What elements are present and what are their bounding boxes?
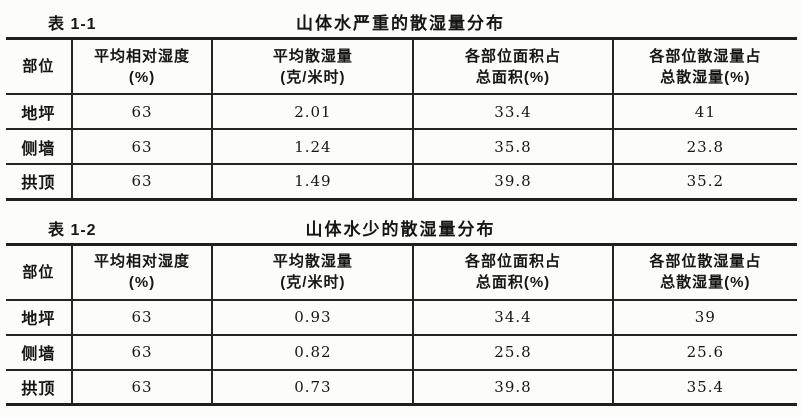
cell-area-pct: 39.8 (412, 368, 614, 406)
cell-part: 地坪 (6, 298, 73, 336)
table-1-2: 部位 平均相对湿度 (%) 平均散湿量 (克/米时) 各部位面积占 总面积(%) (6, 242, 797, 406)
header-row: 部位 平均相对湿度 (%) 平均散湿量 (克/米时) 各部位面积占 总面积(%) (6, 243, 797, 301)
cell-humidity: 63 (70, 298, 214, 336)
column-header-area-line2: 总面积(%) (475, 68, 551, 86)
cell-part: 地坪 (6, 93, 73, 130)
cell-rate: 0.73 (211, 368, 415, 406)
column-header-humidity-line1: 平均相对湿度 (94, 47, 191, 65)
cell-moisture-pct: 23.8 (611, 128, 797, 165)
table-1-2-section: 表 1-2 山体水少的散湿量分布 部位 平均相对湿度 (%) 平均散湿量 (0, 214, 801, 406)
column-header-rate-line2: (克/米时) (280, 68, 346, 86)
table-1-2-caption: 表 1-2 山体水少的散湿量分布 (0, 214, 801, 239)
cell-area-pct: 25.8 (412, 333, 614, 371)
column-header-area-line1: 各部位面积占 (465, 253, 562, 270)
cell-area-pct: 34.4 (412, 298, 614, 336)
cell-area-pct: 33.4 (412, 93, 614, 130)
cell-humidity: 63 (70, 333, 214, 371)
column-header-rate-line1: 平均散湿量 (272, 253, 353, 270)
cell-part: 拱顶 (6, 163, 73, 200)
table-row-arch: 拱顶 63 0.73 39.8 35.4 (6, 368, 797, 406)
column-header-rate-line1: 平均散湿量 (272, 47, 353, 65)
cell-moisture-pct: 35.4 (611, 368, 797, 406)
column-header-part-label: 部位 (22, 58, 55, 75)
column-header-moisture-line2: 总散湿量(%) (660, 68, 751, 86)
header-row: 部位 平均相对湿度 (%) 平均散湿量 (克/米时) 各部位面积占 总面积(%) (6, 37, 797, 95)
column-header-area-line2: 总面积(%) (475, 274, 551, 291)
table-1-1-caption: 表 1-1 山体水严重的散湿量分布 (0, 8, 801, 33)
column-header-rate-line2: (克/米时) (280, 274, 346, 291)
column-header-humidity-line1: 平均相对湿度 (94, 253, 191, 270)
cell-humidity: 63 (70, 368, 214, 406)
cell-part: 侧墙 (6, 333, 73, 371)
column-header-area: 各部位面积占 总面积(%) (412, 243, 614, 301)
table-row-floor: 地坪 63 0.93 34.4 39 (6, 298, 797, 336)
cell-area-pct: 35.8 (412, 128, 614, 165)
column-header-moisture: 各部位散湿量占 总散湿量(%) (611, 37, 797, 95)
table-1-2-label: 表 1-2 (48, 221, 97, 239)
cell-part: 侧墙 (6, 128, 73, 165)
column-header-moisture-line1: 各部位散湿量占 (649, 47, 762, 65)
column-header-area: 各部位面积占 总面积(%) (412, 37, 614, 95)
table-1-1: 部位 平均相对湿度 (%) 平均散湿量 (克/米时) 各部位面积占 总面积(%) (6, 37, 797, 201)
cell-part: 拱顶 (6, 368, 73, 406)
cell-moisture-pct: 41 (611, 93, 797, 130)
column-header-humidity-line2: (%) (128, 68, 156, 86)
table-1-2-header: 部位 平均相对湿度 (%) 平均散湿量 (克/米时) 各部位面积占 总面积(%) (6, 243, 797, 301)
column-header-rate: 平均散湿量 (克/米时) (211, 37, 415, 95)
column-header-humidity: 平均相对湿度 (%) (70, 243, 214, 301)
cell-moisture-pct: 39 (611, 298, 797, 336)
column-header-part-label: 部位 (22, 263, 55, 281)
cell-humidity: 63 (70, 128, 214, 165)
cell-rate: 0.93 (211, 298, 415, 336)
table-1-1-header: 部位 平均相对湿度 (%) 平均散湿量 (克/米时) 各部位面积占 总面积(%) (6, 37, 797, 95)
cell-rate: 0.82 (211, 333, 415, 371)
cell-rate: 1.24 (211, 128, 415, 165)
column-header-part: 部位 (6, 37, 73, 95)
cell-moisture-pct: 25.6 (611, 333, 797, 371)
table-row-floor: 地坪 63 2.01 33.4 41 (6, 93, 797, 130)
column-header-humidity: 平均相对湿度 (%) (70, 37, 214, 95)
table-row-sidewall: 侧墙 63 0.82 25.8 25.6 (6, 333, 797, 371)
table-row-arch: 拱顶 63 1.49 39.8 35.2 (6, 163, 797, 200)
cell-moisture-pct: 35.2 (611, 163, 797, 200)
cell-rate: 1.49 (211, 163, 415, 200)
column-header-moisture-line1: 各部位散湿量占 (649, 253, 762, 270)
column-header-moisture: 各部位散湿量占 总散湿量(%) (611, 243, 797, 301)
column-header-moisture-line2: 总散湿量(%) (660, 274, 751, 291)
cell-area-pct: 39.8 (412, 163, 614, 200)
table-1-1-title: 山体水严重的散湿量分布 (296, 14, 505, 33)
column-header-part: 部位 (6, 243, 73, 301)
table-1-2-title: 山体水少的散湿量分布 (305, 219, 496, 239)
table-row-sidewall: 侧墙 63 1.24 35.8 23.8 (6, 128, 797, 165)
cell-humidity: 63 (70, 163, 214, 200)
column-header-humidity-line2: (%) (128, 274, 156, 291)
table-1-1-section: 表 1-1 山体水严重的散湿量分布 部位 平均相对湿度 (%) 平均散湿量 (0, 8, 801, 201)
table-1-1-label: 表 1-1 (48, 16, 97, 33)
column-header-area-line1: 各部位面积占 (465, 47, 562, 65)
cell-humidity: 63 (70, 93, 214, 130)
column-header-rate: 平均散湿量 (克/米时) (211, 243, 415, 301)
cell-rate: 2.01 (211, 93, 415, 130)
